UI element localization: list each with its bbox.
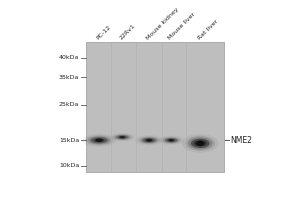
Text: 35kDa: 35kDa [59,75,79,80]
Text: Rat liver: Rat liver [197,19,219,41]
Text: Mouse kidney: Mouse kidney [146,7,180,41]
Text: 15kDa: 15kDa [59,138,79,143]
Ellipse shape [114,134,131,140]
Ellipse shape [182,134,219,153]
Ellipse shape [194,140,206,146]
Ellipse shape [142,138,156,143]
Ellipse shape [191,139,210,148]
Bar [86,42,224,172]
Ellipse shape [93,138,105,142]
Ellipse shape [85,135,113,145]
Ellipse shape [90,137,108,143]
Ellipse shape [161,137,182,144]
Ellipse shape [167,139,175,142]
Ellipse shape [82,134,117,147]
Ellipse shape [118,136,127,139]
Ellipse shape [196,141,204,146]
Text: 10kDa: 10kDa [59,163,79,168]
Ellipse shape [165,138,178,143]
Ellipse shape [112,134,133,141]
Ellipse shape [169,139,174,142]
Text: PC-12: PC-12 [96,25,112,41]
Text: Mouse liver: Mouse liver [168,12,197,41]
Ellipse shape [120,136,125,138]
Ellipse shape [188,137,212,149]
Ellipse shape [163,137,179,143]
Ellipse shape [140,137,158,144]
Ellipse shape [138,136,160,144]
Ellipse shape [88,136,110,144]
Text: NME2: NME2 [230,136,252,145]
Text: 25kDa: 25kDa [59,102,79,107]
Ellipse shape [145,139,154,142]
Text: 40kDa: 40kDa [59,55,79,60]
Ellipse shape [116,135,129,139]
Ellipse shape [146,139,152,142]
Text: 22Rv1: 22Rv1 [119,23,136,41]
Ellipse shape [96,139,103,142]
Ellipse shape [185,136,215,151]
